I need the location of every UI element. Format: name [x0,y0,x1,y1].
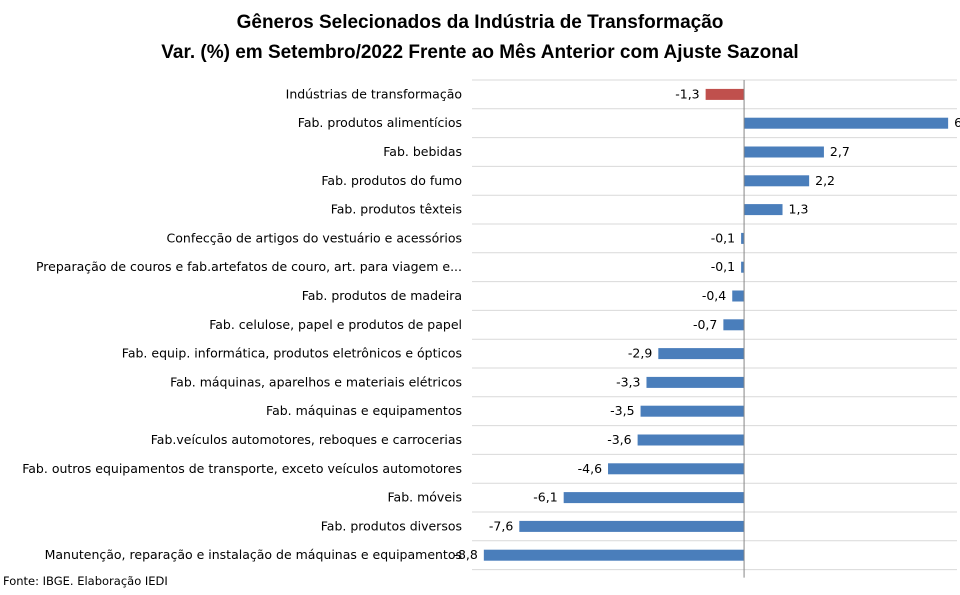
data-label: 1,3 [789,202,809,217]
bar [732,290,745,302]
category-label: Fab. produtos têxteis [331,202,462,217]
bar [483,549,745,561]
bar [563,492,745,504]
source-note: Fonte: IBGE. Elaboração IEDI [3,574,168,588]
bar [744,175,810,187]
bar [744,146,824,158]
category-label: Fab. máquinas, aparelhos e materiais elé… [170,374,462,389]
category-label: Fab. celulose, papel e produtos de papel [209,317,462,332]
bar [744,117,949,129]
data-label: -4,6 [578,461,602,476]
data-label: -0,7 [693,317,717,332]
category-label: Manutenção, reparação e instalação de má… [45,547,462,562]
bar [640,405,745,417]
bar [741,232,745,244]
bar [741,261,745,273]
data-label: -0,4 [702,288,726,303]
bar [637,434,745,446]
category-label: Fab. máquinas e equipamentos [266,403,462,418]
data-label: -7,6 [489,518,513,533]
category-label: Fab. bebidas [383,144,462,159]
category-label: Indústrias de transformação [286,86,462,101]
data-label: -3,3 [616,374,640,389]
category-label: Preparação de couros e fab.artefatos de … [36,259,462,274]
data-label: 2,2 [815,173,835,188]
data-label: -3,6 [607,432,631,447]
bar [608,463,745,475]
bar [744,204,783,216]
data-label: -3,5 [610,403,634,418]
category-label: Fab. produtos alimentícios [298,115,462,130]
data-label: -6,1 [533,490,557,505]
bar [658,348,745,360]
category-label: Fab.veículos automotores, reboques e car… [151,432,462,447]
bar [723,319,745,331]
data-label: -0,1 [711,259,735,274]
category-label: Fab. móveis [388,490,462,505]
chart-subtitle: Var. (%) em Setembro/2022 Frente ao Mês … [161,42,799,63]
bar [646,376,745,388]
category-label: Confecção de artigos do vestuário e aces… [167,230,462,245]
data-label: 2,7 [830,144,850,159]
category-label: Fab. produtos diversos [321,518,462,533]
data-label: -8,8 [453,547,477,562]
data-label: -2,9 [628,346,652,361]
category-label: Fab. equip. informática, produtos eletrô… [122,346,462,361]
data-label: -1,3 [675,86,699,101]
category-label: Fab. produtos do fumo [321,173,462,188]
data-label: 6,9 [954,115,960,130]
chart-title: Gêneros Selecionados da Indústria de Tra… [236,12,724,33]
bar [705,88,745,100]
category-label: Fab. outros equipamentos de transporte, … [22,461,462,476]
category-label: Fab. produtos de madeira [302,288,462,303]
bar [519,520,745,532]
data-label: -0,1 [711,230,735,245]
